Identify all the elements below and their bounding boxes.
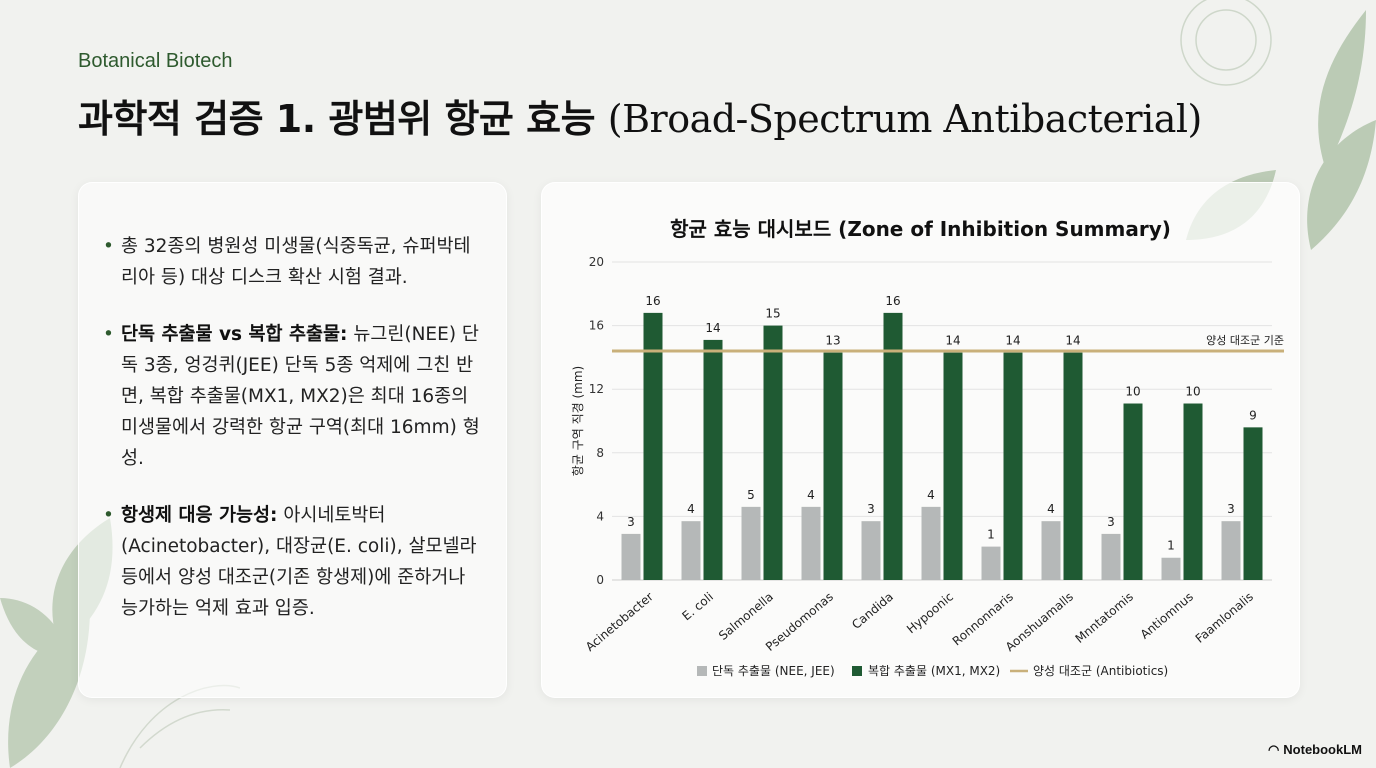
- page-title-korean: 과학적 검증 1. 광범위 항균 효능: [78, 97, 596, 141]
- legend-swatch-combo: [852, 666, 862, 676]
- y-tick-label: 16: [589, 319, 604, 333]
- data-label-combo: 16: [885, 294, 900, 308]
- y-axis-label: 항균 구역 직경 (mm): [571, 366, 585, 476]
- chart-title: 항균 효능 대시보드 (Zone of Inhibition Summary): [670, 217, 1171, 241]
- bullet-item: 총 32종의 병원성 미생물(식중독균, 슈퍼박테리아 등) 대상 디스크 확산…: [101, 231, 486, 293]
- x-tick-label: Faamlonalis: [1193, 590, 1256, 646]
- y-tick-label: 12: [589, 382, 604, 396]
- data-label-single: 4: [927, 488, 935, 502]
- data-label-single: 3: [627, 515, 635, 529]
- bar-combo: [703, 339, 723, 580]
- bar-single: [1041, 521, 1061, 580]
- data-label-single: 1: [1167, 539, 1175, 553]
- data-label-single: 4: [1047, 502, 1055, 516]
- bar-combo: [823, 352, 843, 580]
- bar-combo: [763, 325, 783, 580]
- legend-swatch-single: [697, 666, 707, 676]
- bar-chart: 0 4 8 12 16 20 항균 구역 직경 (mm) 3 16 Acinetobacter 4 1…: [571, 255, 1284, 678]
- bar-combo: [1123, 403, 1143, 580]
- bar-single: [1101, 533, 1121, 580]
- x-tick-label: Antiomnus: [1138, 590, 1196, 642]
- data-label-combo: 10: [1185, 385, 1200, 399]
- bar-single: [741, 506, 761, 580]
- y-tick-label: 4: [596, 509, 604, 523]
- data-label-combo: 14: [705, 321, 720, 335]
- bullet-bold: 항생제 대응 가능성:: [121, 505, 278, 526]
- bar-combo: [883, 312, 903, 580]
- eyebrow-label: Botanical Biotech: [78, 50, 233, 72]
- bar-combo: [643, 312, 663, 580]
- summary-card: 총 32종의 병원성 미생물(식중독균, 슈퍼박테리아 등) 대상 디스크 확산…: [78, 182, 507, 698]
- x-tick-label: Candida: [849, 590, 896, 632]
- brand-logo: ◠ NotebookLM: [1268, 742, 1362, 758]
- x-tick-label: Hypoonic: [904, 590, 956, 637]
- data-label-combo: 10: [1125, 385, 1140, 399]
- bullet-list: 총 32종의 병원성 미생물(식중독균, 슈퍼박테리아 등) 대상 디스크 확산…: [101, 231, 486, 650]
- legend-label-reference: 양성 대조군 (Antibiotics): [1033, 664, 1168, 678]
- x-tick-label: E. coli: [679, 590, 715, 624]
- legend-label-combo: 복합 추출물 (MX1, MX2): [868, 664, 1000, 678]
- data-label-single: 3: [1107, 515, 1115, 529]
- page-title-english: (Broad-Spectrum Antibacterial): [607, 97, 1203, 141]
- data-label-combo: 15: [765, 307, 780, 321]
- bar-single: [621, 533, 641, 580]
- data-label-combo: 16: [645, 294, 660, 308]
- data-label-single: 4: [807, 488, 815, 502]
- notebooklm-icon: ◠: [1267, 742, 1280, 757]
- chart-card: 항균 효능 대시보드 (Zone of Inhibition Summary) …: [541, 182, 1300, 698]
- x-tick-label: Salmonella: [716, 590, 776, 643]
- bullet-text: 아시네토박터(Acinetobacter), 대장균(E. coli), 살모넬…: [121, 505, 477, 619]
- bullet-text: 뉴그린(NEE) 단독 3종, 엉겅퀴(JEE) 단독 5종 억제에 그친 반면…: [121, 324, 480, 469]
- data-label-single: 4: [687, 502, 695, 516]
- bar-combo: [1003, 352, 1023, 580]
- data-label-combo: 9: [1249, 408, 1257, 422]
- bullet-item: 단독 추출물 vs 복합 추출물: 뉴그린(NEE) 단독 3종, 엉겅퀴(JE…: [101, 319, 486, 474]
- bar-single: [801, 506, 821, 580]
- y-tick-label: 8: [596, 446, 604, 460]
- bar-single: [1221, 521, 1241, 580]
- data-label-single: 5: [747, 488, 755, 502]
- data-label-single: 3: [867, 502, 875, 516]
- bar-combo: [1063, 352, 1083, 580]
- data-label-combo: 14: [945, 334, 960, 348]
- x-tick-label: Acinetobacter: [583, 590, 656, 654]
- bar-single: [921, 506, 941, 580]
- x-tick-label: Mnntatomis: [1073, 590, 1136, 646]
- bar-combo: [1243, 427, 1263, 580]
- data-label-single: 3: [1227, 502, 1235, 516]
- bullet-text: 총 32종의 병원성 미생물(식중독균, 슈퍼박테리아 등) 대상 디스크 확산…: [121, 236, 471, 288]
- bar-single: [681, 521, 701, 580]
- y-tick-label: 0: [596, 573, 604, 587]
- bar-single: [981, 546, 1001, 580]
- brand-name: NotebookLM: [1283, 742, 1362, 757]
- bar-single: [1161, 557, 1181, 580]
- legend-label-single: 단독 추출물 (NEE, JEE): [712, 664, 835, 678]
- data-label-combo: 14: [1065, 334, 1080, 348]
- bar-combo: [943, 352, 963, 580]
- data-label-combo: 14: [1005, 334, 1020, 348]
- bar-single: [861, 521, 881, 580]
- y-tick-label: 20: [589, 255, 604, 269]
- page-title: 과학적 검증 1. 광범위 항균 효능 (Broad-Spectrum Anti…: [78, 88, 1202, 143]
- reference-line-label: 양성 대조군 기준: [1206, 334, 1284, 347]
- data-label-combo: 13: [825, 334, 840, 348]
- bar-combo: [1183, 403, 1203, 580]
- bullet-item: 항생제 대응 가능성: 아시네토박터(Acinetobacter), 대장균(E…: [101, 500, 486, 624]
- bullet-bold: 단독 추출물 vs 복합 추출물:: [121, 324, 348, 345]
- data-label-single: 1: [987, 528, 995, 542]
